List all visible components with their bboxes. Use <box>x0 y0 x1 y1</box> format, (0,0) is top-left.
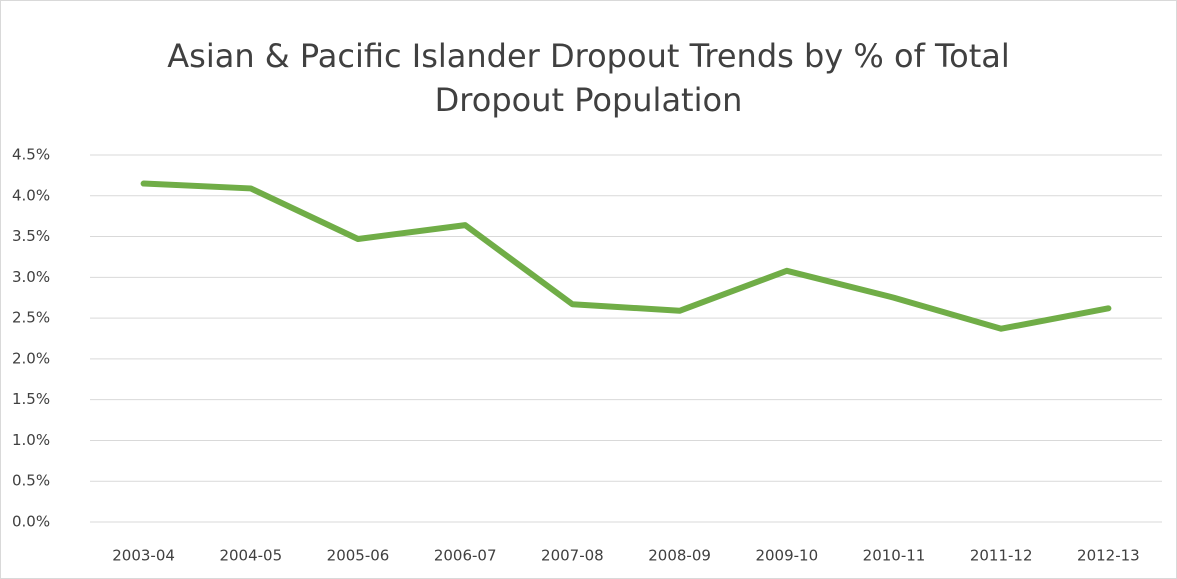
y-tick-label: 2.0% <box>12 349 50 367</box>
y-tick-label: 3.5% <box>12 227 50 245</box>
y-tick-label: 1.0% <box>12 431 50 449</box>
data-line <box>140 180 1112 332</box>
x-tick-label: 2009-10 <box>755 547 818 565</box>
y-tick-label: 0.0% <box>12 513 50 531</box>
x-tick-label: 2007-08 <box>541 547 604 565</box>
y-tick-label: 3.0% <box>12 268 50 286</box>
x-tick-label: 2006-07 <box>434 547 497 565</box>
x-tick-label: 2012-13 <box>1077 547 1140 565</box>
chart-title: Asian & Pacific Islander Dropout Trends … <box>167 37 1010 119</box>
y-tick-label: 4.5% <box>12 146 50 164</box>
y-tick-label: 1.5% <box>12 390 50 408</box>
y-tick-label: 2.5% <box>12 309 50 327</box>
y-tick-label: 4.0% <box>12 186 50 204</box>
x-tick-label: 2003-04 <box>112 547 175 565</box>
x-tick-label: 2004-05 <box>219 547 282 565</box>
y-tick-label: 0.5% <box>12 472 50 490</box>
x-tick-label: 2010-11 <box>863 547 926 565</box>
x-tick-label: 2008-09 <box>648 547 711 565</box>
x-tick-label: 2011-12 <box>970 547 1033 565</box>
x-tick-label: 2005-06 <box>327 547 390 565</box>
